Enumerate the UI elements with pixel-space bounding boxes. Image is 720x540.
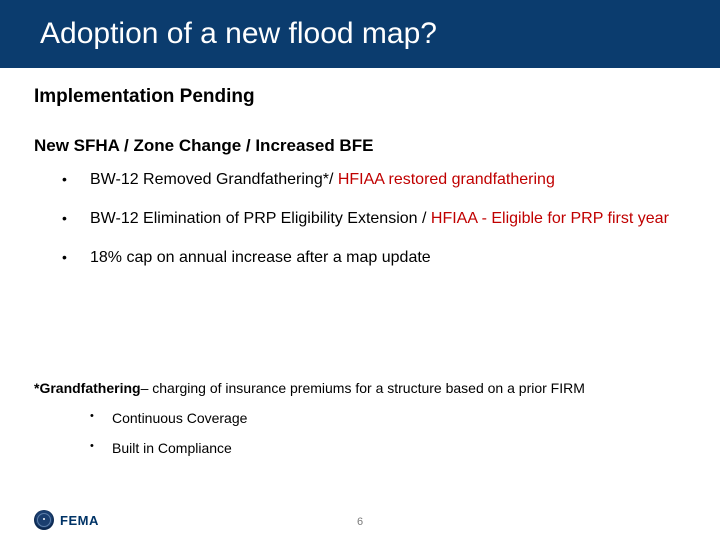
subheading: Implementation Pending — [34, 86, 686, 108]
slide-title: Adoption of a new flood map? — [40, 17, 437, 51]
sub-bullet-item: Continuous Coverage — [90, 410, 674, 426]
bullet-item: BW-12 Elimination of PRP Eligibility Ext… — [62, 209, 686, 230]
bullet-text-red: HFIAA restored grandfathering — [338, 171, 555, 188]
bullet-text-plain: BW-12 Elimination of PRP Eligibility Ext… — [90, 210, 431, 227]
fema-logo: FEMA — [34, 510, 99, 530]
footnote: *Grandfathering– charging of insurance p… — [34, 380, 674, 396]
fema-wordmark: FEMA — [60, 513, 99, 528]
footnote-term: *Grandfathering — [34, 380, 141, 396]
bullet-text-red: HFIAA - Eligible for PRP first year — [431, 210, 669, 227]
footnote-definition: – charging of insurance premiums for a s… — [141, 380, 585, 396]
footnote-block: *Grandfathering– charging of insurance p… — [34, 380, 674, 470]
sub-bullet-list: Continuous Coverage Built in Compliance — [34, 410, 674, 456]
main-bullet-list: BW-12 Removed Grandfathering*/ HFIAA res… — [34, 170, 686, 268]
page-number: 6 — [357, 516, 363, 528]
bullet-text-plain: BW-12 Removed Grandfathering*/ — [90, 171, 338, 188]
content-area: Implementation Pending New SFHA / Zone C… — [0, 68, 720, 268]
dhs-seal-icon — [34, 510, 54, 530]
title-bar: Adoption of a new flood map? — [0, 0, 720, 68]
slide: Adoption of a new flood map? Implementat… — [0, 0, 720, 540]
bullet-text-plain: 18% cap on annual increase after a map u… — [90, 249, 431, 266]
footer: FEMA 6 — [0, 502, 720, 530]
sub-bullet-item: Built in Compliance — [90, 440, 674, 456]
section-heading: New SFHA / Zone Change / Increased BFE — [34, 136, 686, 156]
bullet-item: BW-12 Removed Grandfathering*/ HFIAA res… — [62, 170, 686, 191]
bullet-item: 18% cap on annual increase after a map u… — [62, 248, 686, 269]
